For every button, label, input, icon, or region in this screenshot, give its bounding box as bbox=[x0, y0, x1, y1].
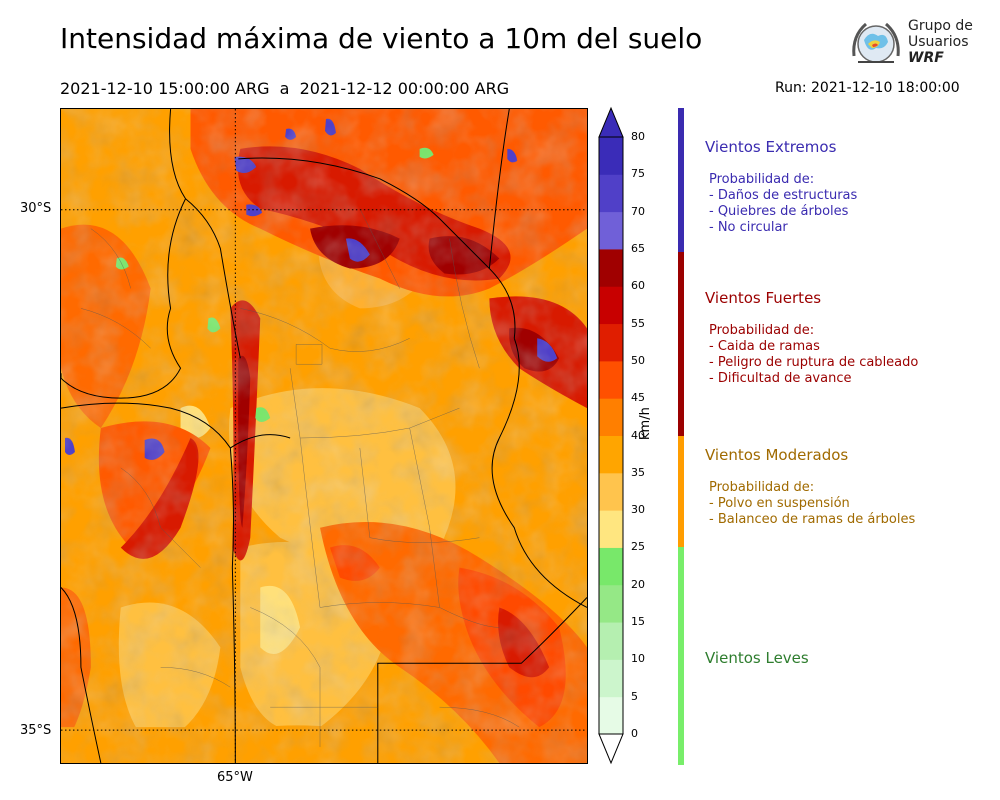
colorbar-tick-label: 65 bbox=[631, 241, 645, 255]
colorbar-segment bbox=[599, 286, 623, 325]
colorbar-tick-label: 15 bbox=[631, 615, 645, 629]
category-desc-item: - Peligro de ruptura de cableado bbox=[709, 355, 919, 370]
colorbar-tick-label: 75 bbox=[631, 167, 645, 181]
wind-speed-colorbar bbox=[598, 106, 624, 765]
colorbar-tick-label: 5 bbox=[631, 689, 638, 703]
category-desc-item: - No circular bbox=[709, 220, 788, 235]
colorbar-tick-label: 55 bbox=[631, 316, 645, 330]
category-bar-leves bbox=[678, 547, 684, 765]
category-desc-extremos: Probabilidad de: - Daños de estructuras … bbox=[709, 172, 857, 236]
category-desc-item: - Caida de ramas bbox=[709, 339, 820, 354]
colorbar-segment bbox=[599, 435, 623, 474]
category-desc-item: - Dificultad de avance bbox=[709, 371, 852, 386]
category-desc-header: Probabilidad de: bbox=[709, 323, 815, 338]
logo-text-line1: Grupo de bbox=[908, 18, 973, 34]
category-desc-item: - Daños de estructuras bbox=[709, 188, 858, 203]
colorbar-tick-label: 50 bbox=[631, 353, 645, 367]
colorbar-tick-label: 45 bbox=[631, 391, 645, 405]
category-title-extremos: Vientos Extremos bbox=[705, 138, 837, 156]
department-boundaries bbox=[80, 208, 520, 748]
colorbar-tick-label: 10 bbox=[631, 652, 645, 666]
colorbar-segment bbox=[599, 622, 623, 660]
category-title-fuertes: Vientos Fuertes bbox=[705, 289, 822, 307]
colorbar-segment bbox=[599, 174, 623, 213]
category-desc-fuertes: Probabilidad de: - Caida de ramas - Peli… bbox=[709, 323, 918, 387]
lon-label-65w: 65°W bbox=[217, 770, 253, 785]
colorbar-tick-label: 40 bbox=[631, 428, 645, 442]
run-time: Run: 2021-12-10 18:00:00 bbox=[775, 80, 960, 96]
wind-intensity-map bbox=[60, 108, 588, 764]
colorbar-segment bbox=[599, 323, 623, 362]
category-title-leves: Vientos Leves bbox=[705, 649, 809, 667]
globe-logo-icon bbox=[852, 22, 900, 63]
lat-label-35s: 35°S bbox=[20, 723, 52, 738]
category-bar-fuertes bbox=[678, 252, 684, 436]
colorbar-segment bbox=[599, 472, 623, 511]
colorbar-tick-label: 30 bbox=[631, 503, 645, 517]
category-desc-item: - Balanceo de ramas de árboles bbox=[709, 512, 916, 527]
colorbar-tick-label: 0 bbox=[631, 727, 638, 740]
category-desc-moderados: Probabilidad de: - Polvo en suspensión -… bbox=[709, 480, 915, 528]
colorbar-segment bbox=[599, 547, 623, 586]
category-desc-header: Probabilidad de: bbox=[709, 480, 815, 495]
category-desc-item: - Quiebres de árboles bbox=[709, 204, 849, 219]
province-boundaries bbox=[61, 109, 587, 763]
colorbar-segment bbox=[599, 248, 623, 287]
graticule bbox=[61, 109, 587, 763]
colorbar-segment bbox=[599, 211, 623, 250]
colorbar-segment bbox=[599, 398, 623, 436]
category-title-moderados: Vientos Moderados bbox=[705, 446, 849, 464]
colorbar-segment bbox=[599, 659, 623, 698]
map-title: Intensidad máxima de viento a 10m del su… bbox=[60, 22, 703, 55]
colorbar-tick-label: 20 bbox=[631, 577, 645, 591]
category-desc-item: - Polvo en suspensión bbox=[709, 496, 850, 511]
wind-field bbox=[61, 109, 587, 763]
category-bar-moderados bbox=[678, 436, 684, 547]
colorbar-segment bbox=[599, 510, 623, 548]
forecast-period: 2021-12-10 15:00:00 ARG a 2021-12-12 00:… bbox=[60, 79, 510, 98]
colorbar-underflow-arrow bbox=[598, 733, 624, 765]
colorbar-tick-label: 25 bbox=[631, 540, 645, 554]
category-desc-header: Probabilidad de: bbox=[709, 172, 815, 187]
colorbar-tick-label: 80 bbox=[631, 130, 645, 143]
category-bar-extremos bbox=[678, 108, 684, 252]
logo-text-line3: WRF bbox=[908, 50, 944, 66]
colorbar-segment bbox=[599, 137, 623, 175]
lat-label-30s: 30°S bbox=[20, 201, 52, 216]
colorbar-segment bbox=[599, 584, 623, 623]
colorbar-tick-label: 70 bbox=[631, 204, 645, 218]
colorbar-overflow-arrow bbox=[598, 106, 624, 138]
logo-text-line2: Usuarios bbox=[908, 34, 969, 50]
colorbar-segment bbox=[599, 696, 623, 735]
colorbar-tick-label: 60 bbox=[631, 279, 645, 293]
colorbar-unit-label: km/h bbox=[638, 407, 653, 440]
colorbar-segment bbox=[599, 360, 623, 399]
colorbar-tick-label: 35 bbox=[631, 465, 645, 479]
wrf-logo: Grupo de Usuarios WRF bbox=[848, 16, 978, 72]
